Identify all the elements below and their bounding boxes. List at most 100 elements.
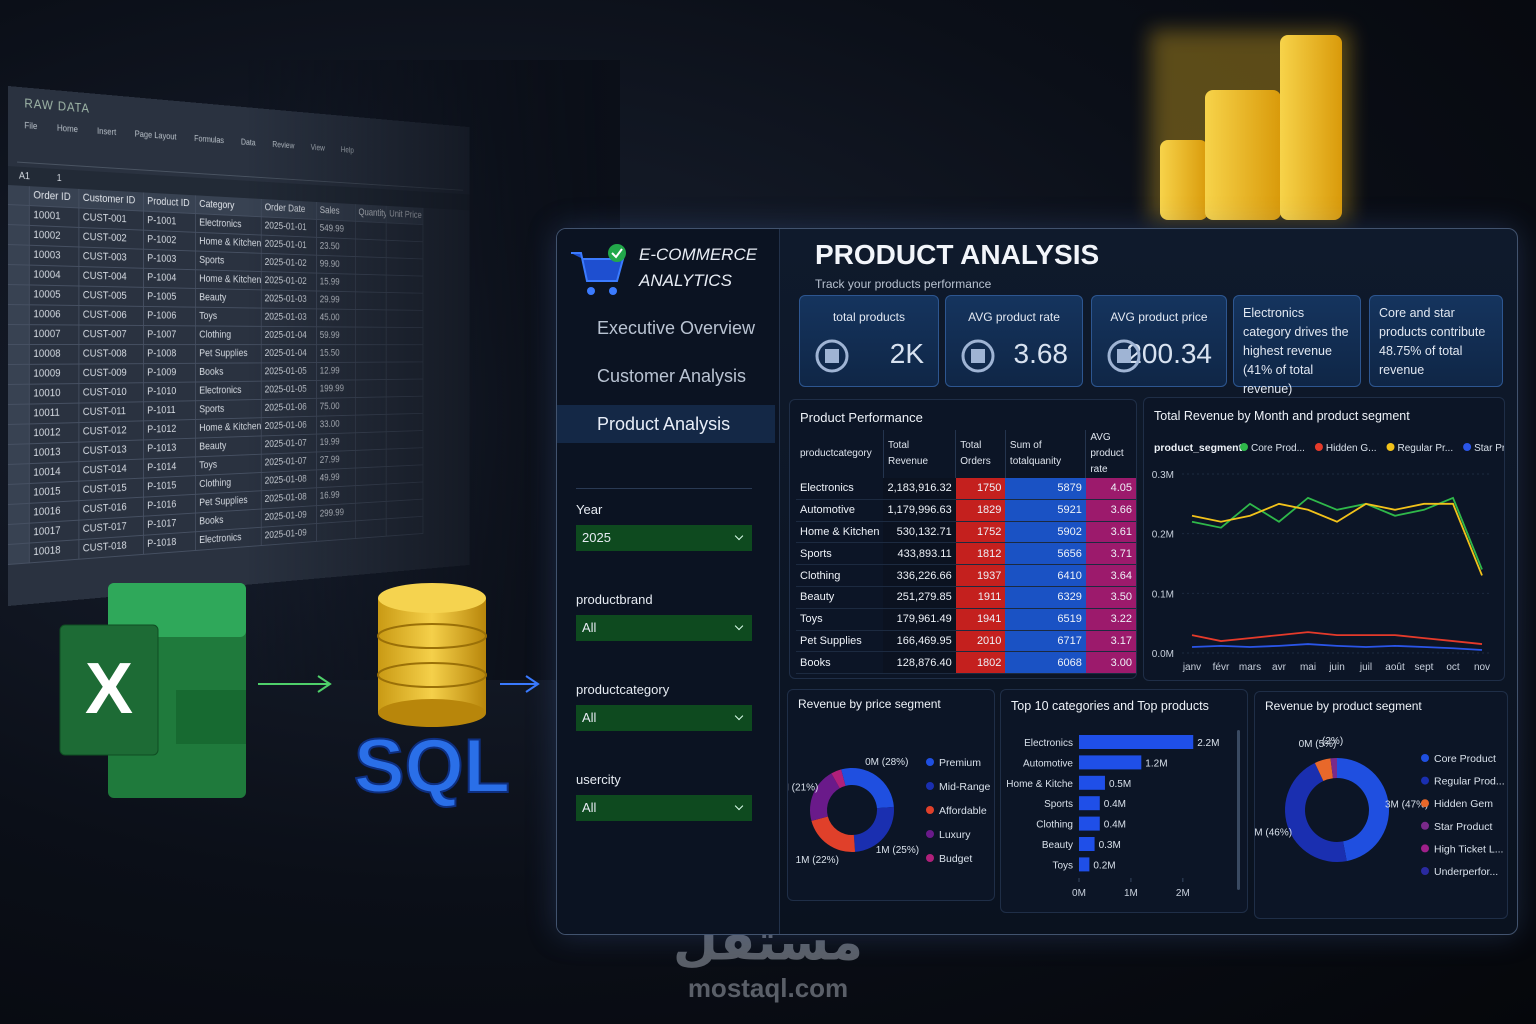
kpi-icon	[815, 339, 849, 373]
legend-marker	[926, 758, 934, 766]
icon-shape	[815, 339, 849, 373]
legend-marker	[926, 854, 934, 862]
x-tick-label: 2M	[1176, 888, 1190, 899]
x-tick-label: 0M	[1072, 888, 1086, 899]
table-cell: 2010	[955, 630, 1006, 653]
legend-label: Hidden Gem	[1434, 798, 1493, 810]
donut-slice	[811, 816, 856, 852]
data-label: 0M (28%)	[865, 757, 908, 768]
table-cell: 3.50	[1085, 586, 1136, 609]
data-label: 1M (22%)	[796, 855, 839, 866]
legend-label: Core Prod...	[1251, 443, 1305, 454]
legend-label: Luxury	[939, 829, 971, 841]
table-cell: 6068	[1005, 651, 1086, 675]
x-tick-label: févr	[1213, 662, 1230, 673]
data-label: 2.2M	[1197, 738, 1219, 749]
legend-marker	[926, 830, 934, 838]
table-row: Books 128,876.40 1802 6068 3.00	[796, 651, 1136, 675]
table-cell: 5879	[1005, 478, 1086, 500]
kpi-card: AVG product price 200.34	[1091, 295, 1227, 387]
table-cell: 433,893.11	[883, 542, 956, 566]
icon-shape	[1107, 339, 1141, 373]
bar	[1079, 755, 1142, 770]
filter-dropdown: All	[576, 615, 752, 641]
legend-marker	[1240, 443, 1248, 451]
nav-item: Customer Analysis	[597, 366, 747, 386]
donut-slice	[1330, 758, 1337, 779]
table-cell: 530,132.71	[883, 521, 956, 544]
insight-text: Core and star products contribute 48.75%…	[1379, 306, 1486, 377]
x-tick-label: sept	[1415, 662, 1434, 673]
column-header: Total Revenue	[882, 430, 956, 478]
series-line	[1191, 496, 1483, 570]
icon-shape	[825, 349, 839, 363]
filter-label: productcategory	[576, 682, 670, 697]
table-row: Pet Supplies 166,469.95 2010 6717 3.17	[796, 630, 1136, 653]
table-cell: 336,226.66	[883, 564, 956, 587]
table-cell: Toys	[796, 608, 884, 631]
column-header: Total Orders	[955, 430, 1006, 478]
table-cell: 128,876.40	[883, 651, 956, 675]
donut-slice	[831, 769, 846, 789]
nav-item: Product Analysis	[557, 405, 775, 443]
filter-label: Year	[576, 502, 603, 517]
icon-shape	[971, 349, 985, 363]
donut-slice	[810, 773, 840, 821]
insight-card: Core and star products contribute 48.75%…	[1369, 295, 1503, 387]
powerbi-logo	[1150, 30, 1350, 220]
table-cell: 1752	[955, 521, 1006, 544]
data-label: 1M (21%)	[788, 783, 818, 794]
table-cell: 251,279.85	[883, 586, 956, 609]
legend-title: product_segment	[1154, 442, 1243, 454]
legend-marker	[1386, 443, 1395, 451]
insight-text: Electronics category drives the highest …	[1243, 306, 1349, 396]
sql-label: SQL	[354, 724, 510, 809]
scrollbar	[1237, 730, 1240, 890]
chart-title: Top 10 categories and Top products	[1011, 699, 1209, 713]
kpi-label: AVG product price	[1110, 310, 1208, 324]
segment-donut: Revenue by product segment 3M (47%) 2M (46…	[1249, 699, 1505, 878]
filter-dropdown: All	[576, 795, 752, 821]
table-cell: 5902	[1005, 521, 1086, 544]
bar	[1079, 796, 1100, 811]
x-tick-label: juin	[1328, 662, 1345, 673]
kpi-label: total products	[832, 310, 906, 324]
legend-label: High Ticket L...	[1434, 843, 1503, 855]
legend-marker	[1421, 867, 1429, 875]
chart-title: Revenue by product segment	[1265, 699, 1422, 713]
line-panel: Total Revenue by Month and product segme…	[1143, 397, 1517, 681]
line-chart: Total Revenue by Month and product segme…	[1152, 409, 1517, 673]
donut-slice	[1285, 762, 1347, 862]
table-cell: 6717	[1005, 630, 1086, 653]
donut-slice	[1314, 758, 1333, 782]
cart-icon	[571, 244, 626, 295]
legend-label: Regular Pr...	[1398, 443, 1454, 454]
bar	[1079, 816, 1100, 831]
donut-panel: Revenue by price segment 0M (28%) 1M (25%)…	[775, 689, 995, 901]
table-cell: 4.05	[1085, 478, 1136, 500]
y-tick-label: 0.0M	[1152, 649, 1174, 660]
table-cell: Clothing	[796, 564, 884, 587]
y-tick-label: 0.3M	[1152, 470, 1174, 481]
legend-marker	[926, 782, 934, 790]
table-row: Electronics 2,183,916.32 1750 5879 4.05	[796, 478, 1136, 500]
table-cell: 5921	[1005, 499, 1086, 522]
table-cell: 1937	[955, 564, 1006, 587]
chart-title: Revenue by price segment	[798, 697, 941, 711]
legend-label: Mid-Range	[939, 781, 991, 793]
icon-shape	[961, 339, 995, 373]
category-label: Toys	[1052, 860, 1073, 871]
series-line	[1191, 502, 1483, 576]
excel-icon: X	[59, 583, 246, 798]
chart-title: Total Revenue by Month and product segme…	[1154, 409, 1410, 423]
table-cell: Beauty	[796, 586, 884, 609]
table-cell: Books	[796, 651, 884, 675]
table-cell: 1911	[955, 586, 1006, 609]
table-cell: Pet Supplies	[796, 630, 884, 653]
table-cell: 166,469.95	[883, 630, 956, 653]
legend-marker	[1421, 776, 1429, 785]
donut-panel: Revenue by product segment 3M (47%) 2M (46…	[1249, 691, 1508, 919]
data-label: 0.3M	[1099, 840, 1121, 851]
